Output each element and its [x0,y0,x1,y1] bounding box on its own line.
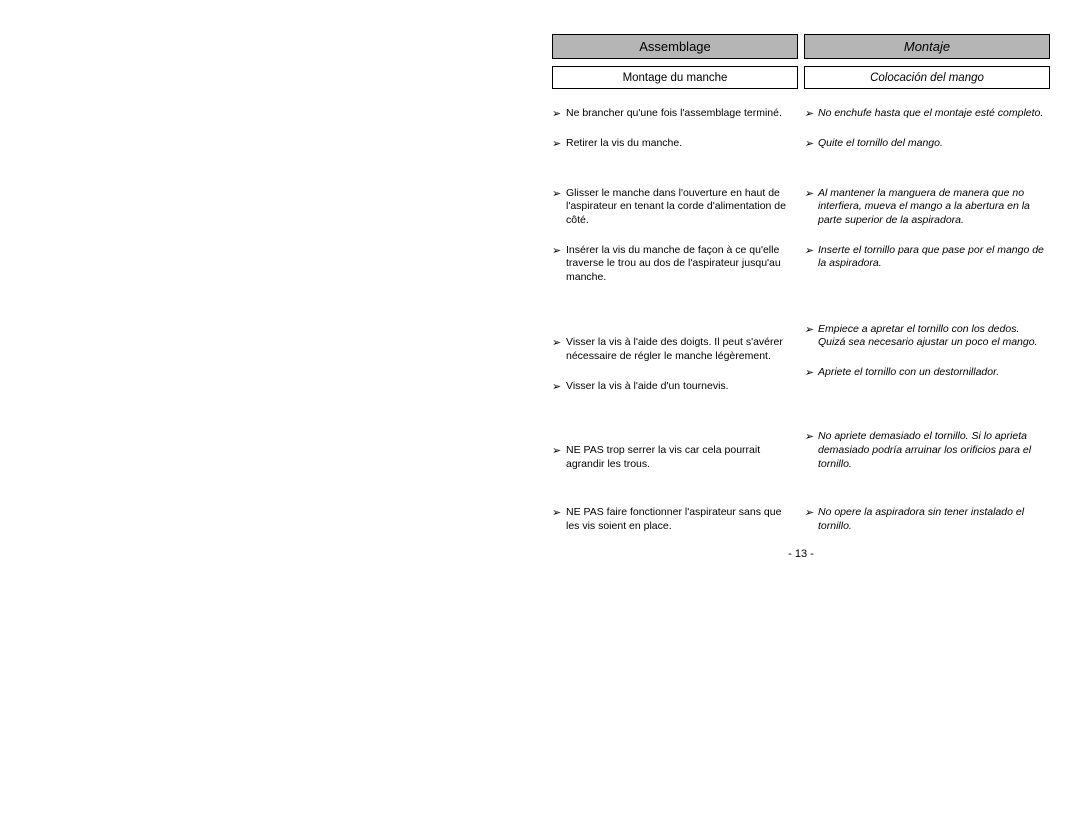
list-item: ➢Apriete el tornillo con un destornillad… [804,366,1050,380]
list-item-text: Al mantener la manguera de manera que no… [818,187,1050,228]
list-item: ➢No enchufe hasta que el montaje esté co… [804,107,1050,121]
list-item-text: No opere la aspiradora sin tener instala… [818,506,1050,533]
list-item-text: Ne brancher qu'une fois l'assemblage ter… [566,107,798,121]
left-instruction-list: ➢Ne brancher qu'une fois l'assemblage te… [552,107,798,584]
list-item: ➢No apriete demasiado el tornillo. Si lo… [804,430,1050,471]
bullet-icon: ➢ [552,336,566,363]
list-item: ➢Al mantener la manguera de manera que n… [804,187,1050,228]
list-item: ➢Insérer la vis du manche de façon à ce … [552,244,798,285]
list-item-text: Apriete el tornillo con un destornillado… [818,366,1050,380]
bullet-icon: ➢ [804,323,818,350]
bullet-icon: ➢ [552,444,566,471]
list-item-text: Glisser le manche dans l'ouverture en ha… [566,187,798,228]
bullet-icon: ➢ [552,244,566,285]
page-number: - 13 - [552,548,1050,560]
right-subsection-header: Colocación del mango [804,66,1050,89]
left-subheader-text: Montage du manche [623,72,728,84]
list-item-text: Insérer la vis du manche de façon à ce q… [566,244,798,285]
bullet-icon: ➢ [804,430,818,471]
right-header-text: Montaje [904,39,950,54]
bullet-icon: ➢ [552,187,566,228]
list-item: ➢Retirer la vis du manche. [552,137,798,151]
list-item-text: Visser la vis à l'aide d'un tournevis. [566,380,798,394]
bullet-icon: ➢ [804,244,818,271]
right-column: Montaje Colocación del mango ➢No enchufe… [804,34,1050,584]
bullet-icon: ➢ [552,380,566,394]
bullet-icon: ➢ [552,506,566,533]
bullet-icon: ➢ [804,506,818,533]
bullet-icon: ➢ [804,137,818,151]
left-header-text: Assemblage [639,39,711,54]
right-instruction-list: ➢No enchufe hasta que el montaje esté co… [804,107,1050,584]
list-item: ➢Empiece a apretar el tornillo con los d… [804,323,1050,350]
two-columns: Assemblage Montage du manche ➢Ne branche… [552,34,1050,584]
list-item-text: Empiece a apretar el tornillo con los de… [818,323,1050,350]
right-subheader-text: Colocación del mango [870,72,984,84]
list-item-text: No apriete demasiado el tornillo. Si lo … [818,430,1050,471]
list-item: ➢Visser la vis à l'aide d'un tournevis. [552,380,798,394]
list-item-text: Quite el tornillo del mango. [818,137,1050,151]
list-item-text: No enchufe hasta que el montaje esté com… [818,107,1050,121]
list-item-text: NE PAS trop serrer la vis car cela pourr… [566,444,798,471]
bullet-icon: ➢ [552,137,566,151]
right-section-header: Montaje [804,34,1050,59]
bullet-icon: ➢ [804,366,818,380]
list-item-text: Retirer la vis du manche. [566,137,798,151]
list-item-text: Visser la vis à l'aide des doigts. Il pe… [566,336,798,363]
list-item: ➢Visser la vis à l'aide des doigts. Il p… [552,336,798,363]
list-item-text: NE PAS faire fonctionner l'aspirateur sa… [566,506,798,533]
list-item: ➢NE PAS trop serrer la vis car cela pour… [552,444,798,471]
left-column: Assemblage Montage du manche ➢Ne branche… [552,34,798,584]
list-item: ➢Ne brancher qu'une fois l'assemblage te… [552,107,798,121]
list-item: ➢No opere la aspiradora sin tener instal… [804,506,1050,533]
list-item-text: Inserte el tornillo para que pase por el… [818,244,1050,271]
document-page: Assemblage Montage du manche ➢Ne branche… [552,34,1050,584]
list-item: ➢Glisser le manche dans l'ouverture en h… [552,187,798,228]
bullet-icon: ➢ [552,107,566,121]
left-subsection-header: Montage du manche [552,66,798,89]
bullet-icon: ➢ [804,107,818,121]
list-item: ➢Quite el tornillo del mango. [804,137,1050,151]
left-section-header: Assemblage [552,34,798,59]
bullet-icon: ➢ [804,187,818,228]
list-item: ➢Inserte el tornillo para que pase por e… [804,244,1050,271]
page-number-text: - 13 - [788,548,814,560]
list-item: ➢NE PAS faire fonctionner l'aspirateur s… [552,506,798,533]
